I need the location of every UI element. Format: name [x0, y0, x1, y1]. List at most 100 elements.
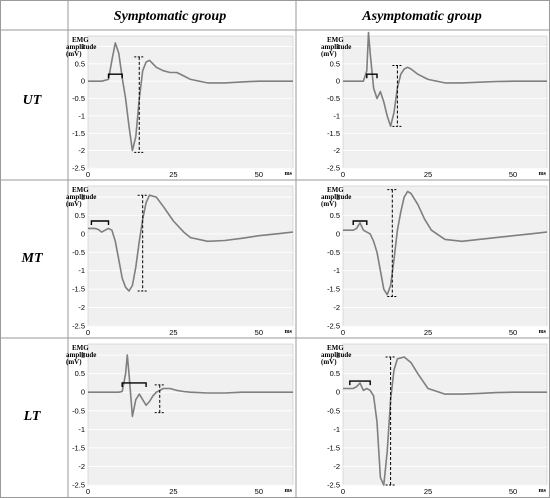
panel-lt-asymptomatic: 10.50-0.5-1-1.5-2-2.50 25 50 msEMGamplitude… — [321, 343, 548, 496]
panel-ut-symptomatic: 10.50-0.5-1-1.5-2-2.50 25 50 msEMGamplitude… — [66, 35, 294, 179]
x-tick-label: 25 — [424, 328, 432, 337]
x-tick-label: 50 — [255, 328, 263, 337]
y-axis-label-line: (mV) — [66, 200, 82, 208]
y-tick-label: 0 — [336, 388, 340, 397]
latency-bracket — [121, 382, 147, 387]
y-axis-label-line: EMG — [327, 36, 344, 44]
plot-area — [87, 185, 294, 327]
emg-trace — [343, 190, 548, 296]
x-tick-label: 25 — [169, 487, 177, 496]
x-unit-label: ms — [539, 171, 547, 177]
x-unit-label: ms — [539, 488, 547, 494]
x-tick-label: 0 — [86, 487, 90, 496]
x-tick-label: 0 — [341, 328, 345, 337]
y-tick-label: -2.5 — [327, 164, 340, 173]
y-axis-label-line: (mV) — [66, 358, 82, 366]
y-tick-label: -1.5 — [327, 129, 340, 138]
x-tick-label: 50 — [255, 170, 263, 179]
y-tick-label: 1 — [336, 351, 340, 360]
y-tick-label: -1.5 — [327, 443, 340, 452]
x-tick-label: 50 — [509, 328, 517, 337]
plot-area — [342, 343, 548, 486]
y-tick-label: -1 — [333, 266, 340, 275]
panel-ut-asymptomatic: 10.50-0.5-1-1.5-2-2.50 25 50 msEMGamplitude… — [321, 31, 548, 179]
y-tick-label: -1 — [333, 425, 340, 434]
y-tick-label: -2 — [78, 462, 85, 471]
y-tick-label: -1.5 — [72, 285, 85, 294]
y-tick-label: -2.5 — [72, 164, 85, 173]
x-tick-label: 0 — [86, 328, 90, 337]
y-tick-label: 0.5 — [75, 211, 85, 220]
y-axis-label-line: amplitude — [321, 193, 351, 201]
y-tick-label: 1 — [336, 193, 340, 202]
y-tick-label: 0.5 — [330, 59, 340, 68]
x-unit-label: ms — [285, 488, 293, 494]
y-tick-label: -2 — [78, 303, 85, 312]
row-label-lt: LT — [23, 409, 42, 424]
latency-bracket — [366, 73, 378, 79]
y-tick-label: -1.5 — [72, 443, 85, 452]
y-tick-label: -2 — [333, 146, 340, 155]
x-tick-label: 25 — [169, 328, 177, 337]
y-axis-label-line: (mV) — [321, 200, 337, 208]
header-symptomatic: Symptomatic group — [114, 9, 226, 24]
plot-area — [87, 343, 294, 486]
y-tick-label: -1 — [78, 425, 85, 434]
emg-trace — [343, 356, 547, 486]
plot-area — [87, 35, 294, 169]
y-axis-label-line: EMG — [72, 36, 89, 44]
y-tick-label: 0 — [336, 229, 340, 238]
chart-panels: 10.50-0.5-1-1.5-2-2.50 25 50 msEMGamplitude… — [66, 31, 548, 496]
emg-trace — [88, 42, 293, 152]
y-tick-label: -0.5 — [327, 248, 340, 257]
y-axis-label-line: EMG — [72, 186, 89, 194]
x-tick-label: 50 — [255, 487, 263, 496]
y-axis-label-line: EMG — [72, 344, 89, 352]
emg-trace — [88, 194, 294, 292]
y-tick-label: 1 — [81, 42, 85, 51]
latency-bracket — [90, 220, 110, 225]
x-tick-label: 0 — [341, 170, 345, 179]
x-unit-label: ms — [285, 329, 293, 335]
x-tick-label: 50 — [509, 170, 517, 179]
y-tick-label: -1 — [333, 111, 340, 120]
y-tick-label: -2.5 — [327, 481, 340, 490]
x-tick-label: 25 — [424, 487, 432, 496]
x-unit-label: ms — [285, 171, 293, 177]
y-tick-label: -2.5 — [72, 322, 85, 331]
y-tick-label: 0.5 — [75, 369, 85, 378]
y-tick-label: -2 — [333, 303, 340, 312]
y-tick-label: -2.5 — [327, 322, 340, 331]
x-unit-label: ms — [539, 329, 547, 335]
y-tick-label: -0.5 — [327, 94, 340, 103]
panel-lt-symptomatic: 10.50-0.5-1-1.5-2-2.50 25 50 msEMGamplitude… — [66, 343, 294, 496]
y-tick-label: -0.5 — [72, 248, 85, 257]
y-tick-label: 0 — [336, 77, 340, 86]
y-tick-label: -1 — [78, 111, 85, 120]
panel-mt-symptomatic: 10.50-0.5-1-1.5-2-2.50 25 50 msEMGamplitude… — [66, 185, 294, 337]
y-axis-label-line: EMG — [327, 186, 344, 194]
plot-area — [342, 185, 548, 327]
y-tick-label: -1.5 — [327, 285, 340, 294]
y-tick-label: -0.5 — [72, 94, 85, 103]
y-tick-label: -2 — [333, 462, 340, 471]
row-label-mt: MT — [21, 251, 44, 266]
y-axis-label-line: amplitude — [66, 351, 96, 359]
y-axis-label-line: (mV) — [321, 358, 337, 366]
y-tick-label: 0 — [81, 388, 85, 397]
y-tick-label: 0.5 — [75, 59, 85, 68]
x-tick-label: 0 — [341, 487, 345, 496]
y-tick-label: 1 — [336, 42, 340, 51]
latency-bracket — [352, 220, 368, 225]
row-label-ut: UT — [23, 93, 43, 108]
y-axis-label-line: amplitude — [66, 43, 96, 51]
plot-area — [342, 35, 548, 169]
y-tick-label: 0 — [81, 229, 85, 238]
y-tick-label: 0.5 — [330, 369, 340, 378]
y-axis-label-line: amplitude — [321, 351, 351, 359]
emg-trace — [88, 354, 293, 418]
y-tick-label: -0.5 — [72, 406, 85, 415]
y-tick-label: -1 — [78, 266, 85, 275]
y-tick-label: 1 — [81, 351, 85, 360]
